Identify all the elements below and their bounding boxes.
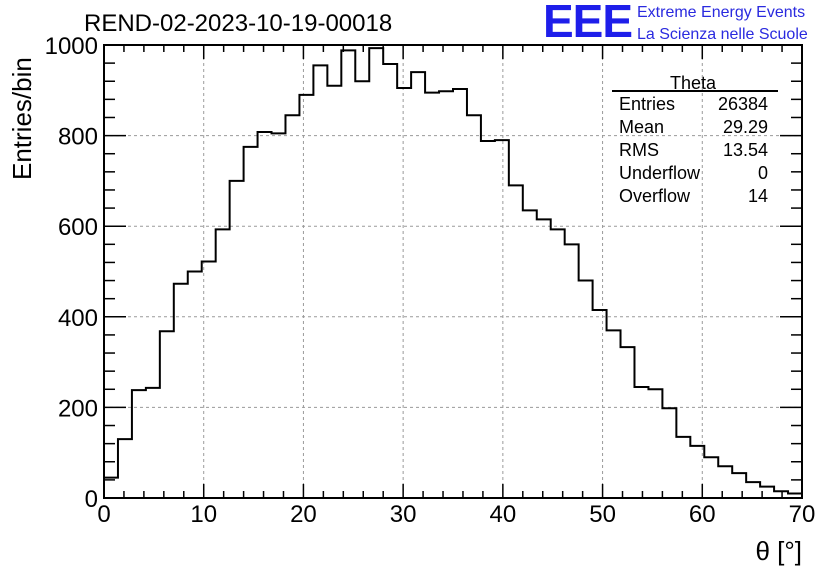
stats-row-value: 0	[758, 163, 768, 183]
axis-ticks	[103, 44, 803, 499]
y-tick-label: 1000	[45, 33, 98, 60]
histogram-step-line	[103, 47, 803, 498]
x-tick-label: 60	[689, 501, 716, 528]
stats-rows: Entries 26384 Mean 29.29 RMS 13.54 Underflow 0 O…	[619, 94, 768, 206]
y-tick-labels: 0 200 400 600 800 1000	[45, 33, 98, 513]
y-tick-label: 800	[58, 124, 98, 151]
x-tick-label: 40	[490, 501, 517, 528]
stats-box-title: Theta	[670, 73, 717, 93]
org-name-line2: La Scienza nelle Scuole	[637, 26, 808, 43]
y-tick-label: 0	[85, 486, 98, 513]
stats-row-value: 26384	[718, 94, 768, 114]
y-axis-label: Entries/bin	[7, 57, 37, 180]
x-tick-label: 10	[190, 501, 217, 528]
stats-row-label: Mean	[619, 117, 664, 137]
eee-logo: EEE	[543, 0, 633, 47]
y-tick-label: 600	[58, 214, 98, 241]
stats-box: Theta Entries 26384 Mean 29.29 RMS 13.54 Under…	[612, 73, 778, 206]
x-tick-label: 50	[589, 501, 616, 528]
x-tick-label: 0	[97, 501, 110, 528]
stats-row-label: Underflow	[619, 163, 701, 183]
stats-row-label: RMS	[619, 140, 659, 160]
stats-row-label: Overflow	[619, 186, 691, 206]
x-axis-label: θ [°]	[755, 536, 802, 566]
grid-lines	[104, 44, 802, 498]
x-tick-label: 30	[390, 501, 417, 528]
x-tick-label: 70	[789, 501, 816, 528]
plot-frame	[103, 44, 803, 499]
org-name-line1: Extreme Energy Events	[637, 4, 806, 21]
y-tick-label: 200	[58, 395, 98, 422]
stats-row-value: 13.54	[723, 140, 768, 160]
x-tick-label: 20	[290, 501, 317, 528]
stats-row-value: 14	[748, 186, 768, 206]
histogram-title: REND-02-2023-10-19-00018	[84, 10, 393, 37]
stats-row-label: Entries	[619, 94, 675, 114]
x-tick-labels: 0 10 20 30 40 50 60 70	[97, 501, 815, 528]
stats-row-value: 29.29	[723, 117, 768, 137]
y-tick-label: 400	[58, 305, 98, 332]
